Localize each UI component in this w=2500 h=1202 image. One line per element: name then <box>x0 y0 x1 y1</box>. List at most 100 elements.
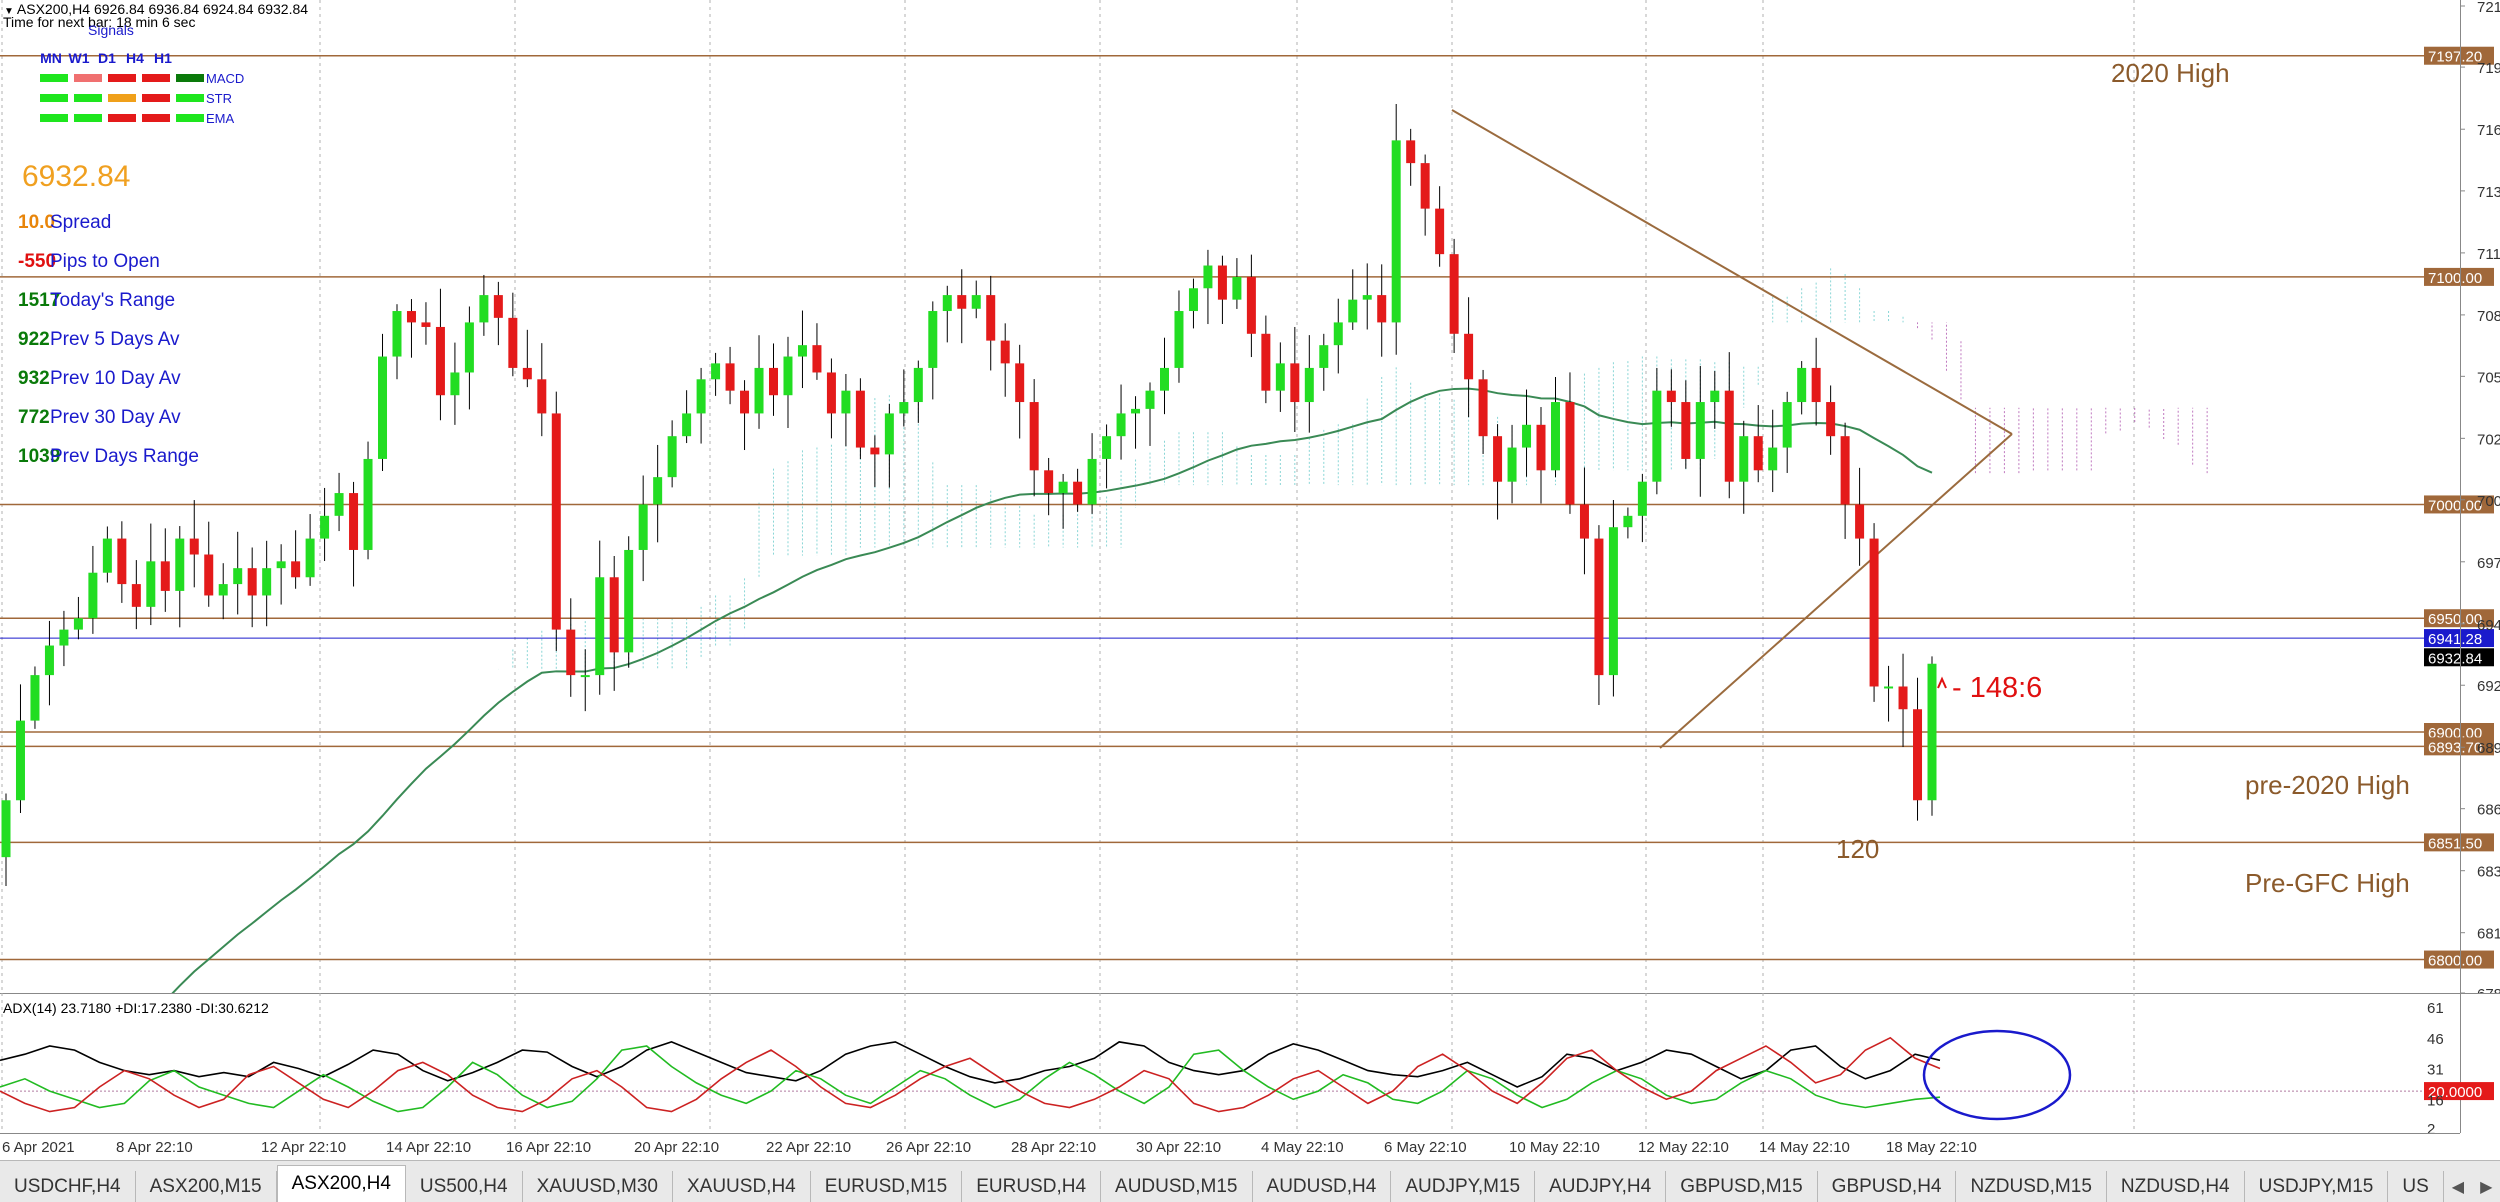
candle-bull <box>1522 424 1532 448</box>
ema-200-line <box>171 387 1933 993</box>
adx-grid <box>0 993 2460 1133</box>
candle-bull <box>1768 447 1778 471</box>
label-148-pips: - 148:6 <box>1952 672 2043 704</box>
candle-bull <box>233 568 243 585</box>
candle-bull <box>1188 288 1198 312</box>
price-tick-label: 7192.20 <box>2477 60 2500 77</box>
candle-bull <box>59 629 69 646</box>
level-price-label: 7197.20 <box>2428 49 2482 66</box>
chart-tab[interactable]: NZDUSD,H4 <box>2106 1171 2245 1202</box>
adx-title: ADX(14) 23.7180 +DI:17.2380 -DI:30.6212 <box>3 1000 269 1016</box>
candle-bull <box>88 572 98 619</box>
label-pre-gfc-high: Pre-GFC High <box>2245 868 2410 898</box>
scroll-left-icon[interactable]: ◀ <box>2451 1178 2465 1196</box>
chart-tab[interactable]: XAUUSD,M30 <box>522 1171 673 1202</box>
horizontal-levels: 7197.207100.007000.006950.006900.006893.… <box>0 46 2494 970</box>
chart-tab[interactable]: NZDUSD,M15 <box>1956 1171 2107 1202</box>
candle-bull <box>1608 527 1618 676</box>
label-120-pips: 120 <box>1836 834 1880 864</box>
chart-tab[interactable]: USDCHF,H4 <box>0 1171 136 1202</box>
signal-indicator <box>74 94 102 102</box>
signals-panel: MN W1 D1 H4 H1 MACD STR EMA <box>40 50 244 128</box>
candle-bull <box>464 322 474 373</box>
candle-bear <box>1826 402 1836 437</box>
chart-tab[interactable]: AUDJPY,H4 <box>1535 1171 1667 1202</box>
time-tick-label: 20 Apr 22:10 <box>634 1139 719 1156</box>
candle-bull <box>1333 322 1343 346</box>
stat-label: Prev 30 Day Av <box>50 407 181 428</box>
candle-bear <box>769 367 779 396</box>
signal-indicator <box>74 114 102 122</box>
candle-bear <box>522 367 532 380</box>
time-tick-label: 10 May 22:10 <box>1509 1139 1600 1156</box>
signal-indicator <box>40 74 68 82</box>
candle-bull <box>1797 367 1807 403</box>
candle-bull <box>653 477 663 505</box>
current-bar-arrow <box>1937 676 1947 689</box>
collapse-triangle-icon[interactable]: ▼ <box>4 6 14 17</box>
time-tick-label: 16 Apr 22:10 <box>506 1139 591 1156</box>
chart-tab[interactable]: USDJPY,M15 <box>2244 1171 2389 1202</box>
candle-bear <box>493 295 503 318</box>
chart-tab[interactable]: EURUSD,H4 <box>962 1171 1102 1202</box>
candle-bear <box>855 390 865 448</box>
time-tick-label: 8 Apr 22:10 <box>116 1139 193 1156</box>
candle-bear <box>1435 208 1445 255</box>
candle-bull <box>696 379 706 414</box>
candle-bull <box>624 549 634 653</box>
chart-tab[interactable]: US <box>2388 1171 2444 1202</box>
chart-tab[interactable]: XAUUSD,H4 <box>672 1171 811 1202</box>
chart-tab[interactable]: ASX200,M15 <box>135 1171 277 1202</box>
level-price-tag <box>2424 495 2494 514</box>
price-tick-label: 6839.05 <box>2477 864 2500 881</box>
time-axis: 6 Apr 2021 8 Apr 22:10 12 Apr 22:10 14 Apr … <box>0 1133 2500 1160</box>
overlay-marks <box>1937 676 1947 689</box>
candle-bull <box>1695 402 1705 459</box>
candle-bear <box>435 326 445 396</box>
chart-tab[interactable]: AUDUSD,M15 <box>1101 1171 1253 1202</box>
candle-bull <box>1927 663 1937 801</box>
bar-timer: Time for next bar: 18 min 6 sec <box>3 14 196 30</box>
scroll-right-icon[interactable]: ▶ <box>2480 1178 2493 1196</box>
candle-bear <box>247 568 257 596</box>
chart-tab[interactable]: AUDJPY,M15 <box>1391 1171 1536 1202</box>
candle-bull <box>1652 390 1662 482</box>
chart-tab[interactable]: ASX200,H4 <box>276 1165 406 1202</box>
chart-tab[interactable]: GBPUSD,H4 <box>1817 1171 1957 1202</box>
candle-bull <box>1710 390 1720 403</box>
chart-tab[interactable]: AUDUSD,H4 <box>1252 1171 1392 1202</box>
candle-bear <box>1811 367 1821 403</box>
level-price-label: 6800.00 <box>2428 953 2482 970</box>
candle-bear <box>1449 254 1459 334</box>
candle-bull <box>262 568 272 596</box>
candle-bull <box>73 618 83 630</box>
candle-bull <box>479 295 489 323</box>
chart-tab[interactable]: EURUSD,M15 <box>810 1171 963 1202</box>
stat-label: Spread <box>50 212 112 233</box>
adx-tick-label: 16 <box>2427 1092 2444 1109</box>
signal-indicator <box>176 114 204 122</box>
candle-bear <box>566 629 576 676</box>
level-price-label: 6851.50 <box>2428 835 2482 852</box>
candle-bull <box>15 720 25 801</box>
signal-indicator <box>108 114 136 122</box>
chart-tab[interactable]: GBPUSD,M15 <box>1666 1171 1818 1202</box>
signal-indicator <box>142 74 170 82</box>
adx-level-tag <box>2424 1082 2494 1101</box>
candle-bear <box>1406 140 1416 164</box>
stat-value: 922 <box>18 329 50 350</box>
candle-bear <box>117 538 127 585</box>
price-chart[interactable]: 7197.207100.007000.006950.006900.006893.… <box>0 0 2500 993</box>
candle-bear <box>1681 402 1691 459</box>
candle-bull <box>841 390 851 414</box>
candle-bear <box>1044 470 1054 494</box>
level-price-tag <box>2424 833 2494 852</box>
candle-bull <box>1739 436 1749 482</box>
level-price-tag <box>2424 950 2494 969</box>
candle-bull <box>595 577 605 676</box>
signal-row: EMA <box>40 108 244 128</box>
chart-tab[interactable]: US500,H4 <box>405 1171 523 1202</box>
ask-price-label: 6941.28 <box>2428 631 2482 648</box>
